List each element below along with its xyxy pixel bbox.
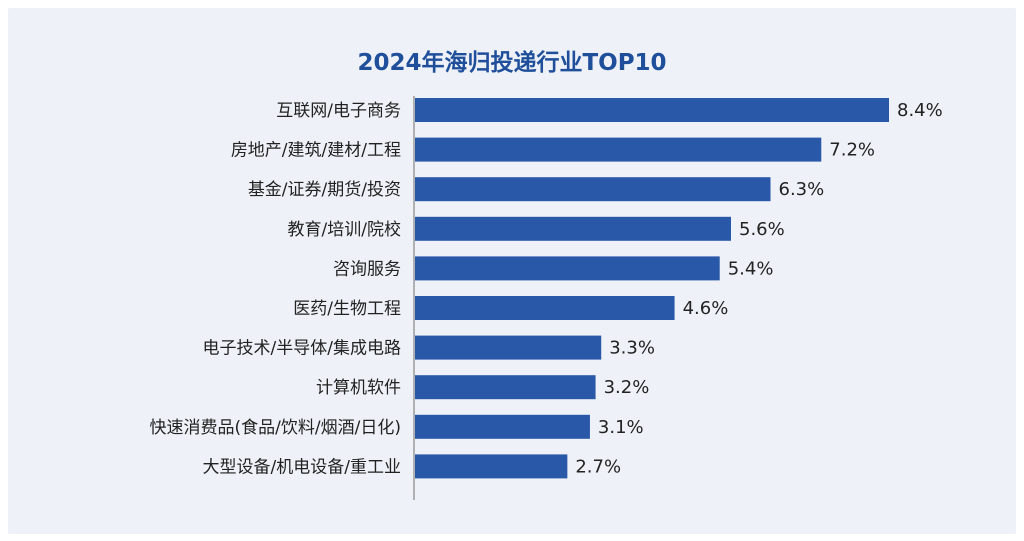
category-label: 电子技术/半导体/集成电路 (203, 339, 401, 359)
category-label: 房地产/建筑/建材/工程 (231, 141, 401, 161)
bar (415, 216, 731, 241)
chart-title: 2024年海归投递行业TOP10 (357, 49, 666, 76)
category-label: 教育/培训/院校 (288, 220, 401, 240)
value-label: 5.6% (739, 219, 785, 240)
bar (415, 98, 889, 122)
bar (415, 454, 568, 479)
bar (415, 335, 602, 360)
bar (415, 296, 675, 320)
category-label: 咨询服务 (333, 259, 401, 279)
value-label: 3.3% (609, 338, 655, 359)
category-label: 医药/生物工程 (293, 299, 401, 319)
value-label: 5.4% (728, 258, 774, 279)
category-label: 快速消费品(食品/饮料/烟酒/日化) (150, 418, 401, 438)
value-label: 3.2% (604, 377, 650, 398)
bar (415, 177, 771, 202)
value-label: 2.7% (575, 456, 621, 477)
category-label: 大型设备/机电设备/重工业 (203, 457, 401, 477)
value-label: 3.1% (598, 417, 644, 438)
value-label: 8.4% (897, 100, 943, 121)
category-label: 计算机软件 (316, 378, 401, 398)
value-label: 4.6% (683, 298, 729, 319)
bar (415, 256, 720, 281)
category-label: 互联网/电子商务 (276, 101, 401, 121)
bar (415, 375, 596, 400)
value-label: 6.3% (779, 179, 825, 200)
category-label: 基金/证券/期货/投资 (248, 180, 401, 200)
bar (415, 414, 590, 439)
value-label: 7.2% (829, 140, 875, 161)
bar (415, 137, 822, 162)
